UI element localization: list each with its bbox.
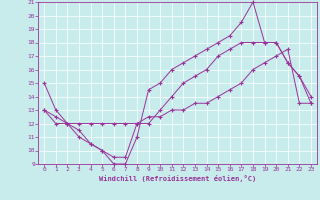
X-axis label: Windchill (Refroidissement éolien,°C): Windchill (Refroidissement éolien,°C) (99, 175, 256, 182)
